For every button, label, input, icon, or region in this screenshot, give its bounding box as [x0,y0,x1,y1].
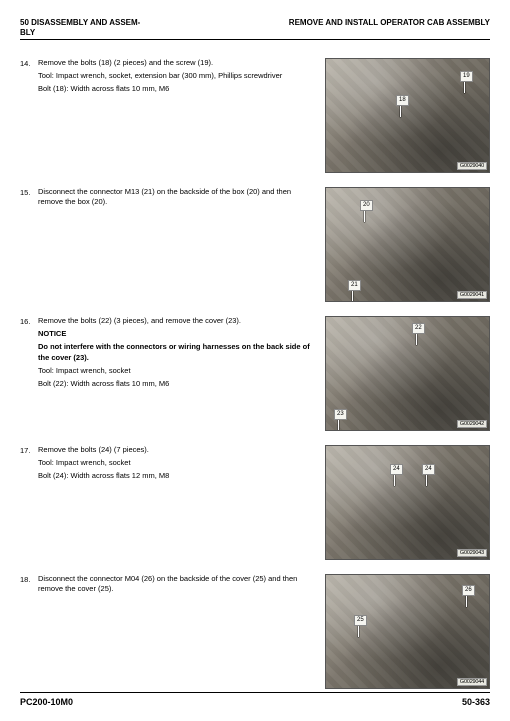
figure-callout: 25 [354,615,367,625]
step-line: Remove the bolts (22) (3 pieces), and re… [38,316,315,326]
step-line: Bolt (22): Width across flats 10 mm, M6 [38,379,315,389]
step-line: Bolt (24): Width across flats 12 mm, M8 [38,471,315,481]
step-number: 18. [20,574,38,584]
step-text: Remove the bolts (22) (3 pieces), and re… [38,316,325,392]
step-line: Do not interfere with the connectors or … [38,342,315,362]
step-line: Disconnect the connector M04 (26) on the… [38,574,315,594]
step-line: NOTICE [38,329,315,339]
figure-id-label: G0029040 [457,162,487,170]
figure-shade [326,317,489,430]
header-left: 50 DISASSEMBLY AND ASSEM- BLY [20,18,170,37]
header-right: REMOVE AND INSTALL OPERATOR CAB ASSEMBLY [289,18,490,37]
figure-callout: 23 [334,409,347,419]
figure-id-label: G0029042 [457,420,487,428]
step-row: 16.Remove the bolts (22) (3 pieces), and… [20,316,490,431]
footer-page: 50-363 [462,697,490,707]
figure-callout: 24 [422,464,435,474]
step-figure: 24 24 G0029043 [325,445,490,560]
step-text: Disconnect the connector M04 (26) on the… [38,574,325,597]
figure-id-label: G0029041 [457,291,487,299]
page-header: 50 DISASSEMBLY AND ASSEM- BLY REMOVE AND… [20,18,490,40]
figure-callout: 18 [396,95,409,105]
header-left-line1: 50 DISASSEMBLY AND ASSEM- [20,18,140,27]
step-row: 17.Remove the bolts (24) (7 pieces). Tool… [20,445,490,560]
step-number: 14. [20,58,38,68]
step-number: 17. [20,445,38,455]
step-text: Remove the bolts (24) (7 pieces). Tool: I… [38,445,325,484]
step-line: Tool: Impact wrench, socket [38,458,315,468]
step-figure: 22 23 G0029042 [325,316,490,431]
step-number: 15. [20,187,38,197]
figure-callout: 21 [348,280,361,290]
figure-callout: 26 [462,585,475,595]
step-line: Tool: Impact wrench, socket [38,366,315,376]
header-left-line2: BLY [20,28,35,37]
figure-id-label: G0029044 [457,678,487,686]
page-footer: PC200-10M0 50-363 [20,692,490,707]
step-text: Disconnect the connector M13 (21) on the… [38,187,325,210]
step-row: 15.Disconnect the connector M13 (21) on … [20,187,490,302]
step-line: Tool: Impact wrench, socket, extension b… [38,71,315,81]
step-line: Disconnect the connector M13 (21) on the… [38,187,315,207]
figure-shade [326,446,489,559]
step-figure: 20 21 G0029041 [325,187,490,302]
footer-model: PC200-10M0 [20,697,73,707]
step-line: Remove the bolts (24) (7 pieces). [38,445,315,455]
figure-callout: 20 [360,200,373,210]
steps-container: 14.Remove the bolts (18) (2 pieces) and … [20,58,490,689]
figure-callout: 24 [390,464,403,474]
step-row: 14.Remove the bolts (18) (2 pieces) and … [20,58,490,173]
step-row: 18.Disconnect the connector M04 (26) on … [20,574,490,689]
figure-id-label: G0029043 [457,549,487,557]
step-figure: 26 25 G0029044 [325,574,490,689]
step-number: 16. [20,316,38,326]
step-figure: 19 18 G0029040 [325,58,490,173]
figure-callout: 19 [460,71,473,81]
step-line: Bolt (18): Width across flats 10 mm, M6 [38,84,315,94]
step-text: Remove the bolts (18) (2 pieces) and the… [38,58,325,97]
step-line: Remove the bolts (18) (2 pieces) and the… [38,58,315,68]
figure-callout: 22 [412,323,425,333]
